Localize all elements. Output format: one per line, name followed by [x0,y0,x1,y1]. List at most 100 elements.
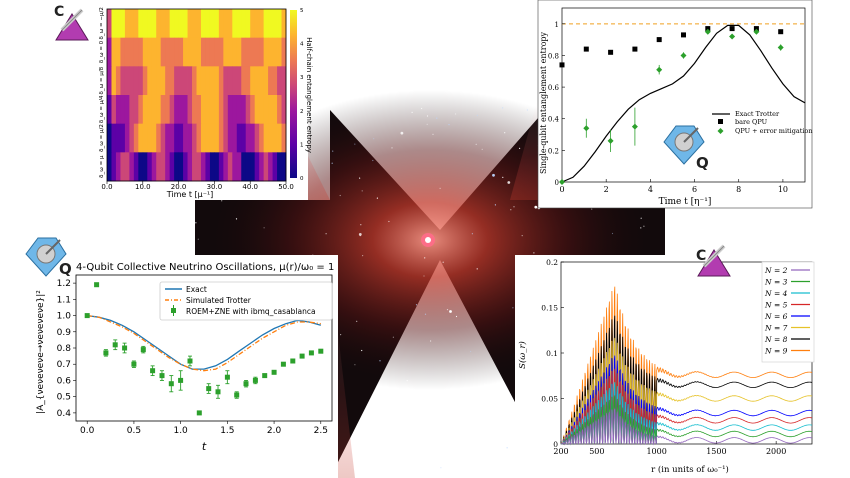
spectrum-x-tick-label: 2000 [766,447,786,456]
heatmap-cell [151,66,157,96]
heatmap-cell [111,66,117,96]
neutrino-y-tick-label: 0.4 [57,409,72,419]
spectrum-x-tick-label: 1000 [646,447,666,456]
spectrum-series-line [560,408,813,446]
neutrino-x-tick-label: 2.0 [267,426,282,436]
neutrino-roem-point [318,348,324,354]
heatmap-cell [183,123,188,153]
classical-computing-icon: C [54,4,89,41]
star [640,227,642,229]
neutrino-roem-point [234,392,240,398]
heatmap-cell [232,9,238,39]
heatmap-cell [259,66,265,96]
star [470,350,472,353]
star [358,233,362,236]
star [327,104,329,106]
neutrino-x-tick-label: 0.0 [80,426,95,436]
heatmap-cell [192,123,197,153]
entropy-y-tick-label: 0.6 [548,84,560,92]
star [475,143,477,145]
heatmap-cell [254,9,260,39]
star [415,304,418,306]
heatmap-colorbar-tick-label: 5 [300,8,304,14]
spectrum-x-tick-label: 500 [589,447,604,456]
heatmap-cell [223,123,229,153]
heatmap-cell [232,37,238,67]
heatmap-cell [209,9,215,39]
heatmap-panel: δ_ω = −μ/2δ_ω = 0δ_ω = μ/8δ_ω = μ/4δ_ω =… [68,0,313,200]
entropy-legend: Exact Trotter bare QPU QPU + error mitig… [712,110,813,135]
entropy-panel: 0 2 4 6 8 10 0 0.2 0.4 0.6 0.8 1 Time t [η⁻¹] Singl… [537,0,813,209]
neutrino-y-tick-label: 0.9 [57,328,72,338]
spectrum-legend-label: N = 9 [764,347,788,356]
heatmap-cell [178,9,184,39]
star [494,204,496,206]
heatmap-cell [236,152,242,182]
heatmap-cell [124,9,130,39]
star [356,320,358,322]
spectrum-legend-label: N = 3 [764,278,788,287]
star [221,200,223,202]
neutrino-roem-point [159,373,165,379]
heatmap-cell [205,123,211,153]
heatmap-colorbar-ticks: 0 1 2 3 4 5 [300,8,304,182]
spectrum-legend-label: N = 8 [764,335,788,344]
heatmap-cell [111,152,117,182]
entropy-bare-qpu-point [729,26,735,32]
heatmap-cell [115,66,121,96]
heatmap-cell [223,9,229,39]
heatmap-cell [214,9,220,39]
heatmap-cell [115,152,121,182]
heatmap-cell [218,66,224,96]
spectrum-y-tick-label: 0.1 [546,349,558,358]
entropy-bare-qpu-point [778,29,784,35]
legend-simulated-trotter-label: Simulated Trotter [186,296,252,305]
neutrino-title: 4-Qubit Collective Neutrino Oscillations… [76,262,334,273]
heatmap-cell [107,152,112,182]
heatmap-row-label: δ_ω = μ/4 [99,95,105,123]
neutrino-roem-point [280,361,286,367]
heatmap-cell [192,37,197,67]
heatmap-cell [115,9,121,39]
star [433,472,435,475]
neutrino-roem-point [122,345,128,351]
star [611,232,614,235]
heatmap-cell [156,123,162,153]
star [512,307,514,309]
heatmap-cell [200,123,206,153]
star [476,114,478,116]
heatmap-cell [200,66,206,96]
heatmap-cell [142,66,148,96]
heatmap-cell [268,95,273,125]
heatmap-cell [169,66,175,96]
heatmap-cell [174,66,180,96]
heatmap-cell [196,66,202,96]
legend-roem-label: ROEM+ZNE with ibmq_casablanca [186,307,316,316]
heatmap-cell [245,152,251,182]
heatmap-cell [245,95,251,125]
heatmap-cell [259,123,265,153]
star [439,187,441,189]
heatmap-x-tick-label: 50.0 [278,183,294,191]
entropy-bare-qpu-point [559,62,565,68]
heatmap-cell [115,37,121,67]
spectrum-y-label: S(ω_r) [517,341,528,369]
heatmap-cell [147,37,153,67]
heatmap-cell [156,9,162,39]
neutrino-x-label: t [202,440,207,453]
heatmap-cell [227,37,233,67]
heatmap-row-label: δ_ω = μ [99,155,105,178]
neutrino-y-tick-label: 0.5 [57,393,71,403]
heatmap-cell [281,95,287,125]
heatmap-cell [120,152,126,182]
heatmap-cell [142,152,148,182]
star [502,176,504,178]
neutrino-x-tick-label: 1.5 [220,426,234,436]
entropy-bare-qpu-point [753,26,759,32]
heatmap-cell [165,152,171,182]
entropy-bare-qpu-point [705,26,711,32]
neutrino-roem-point [299,353,305,359]
heatmap-cell [120,66,126,96]
heatmap-cell [218,152,224,182]
star [403,460,405,463]
